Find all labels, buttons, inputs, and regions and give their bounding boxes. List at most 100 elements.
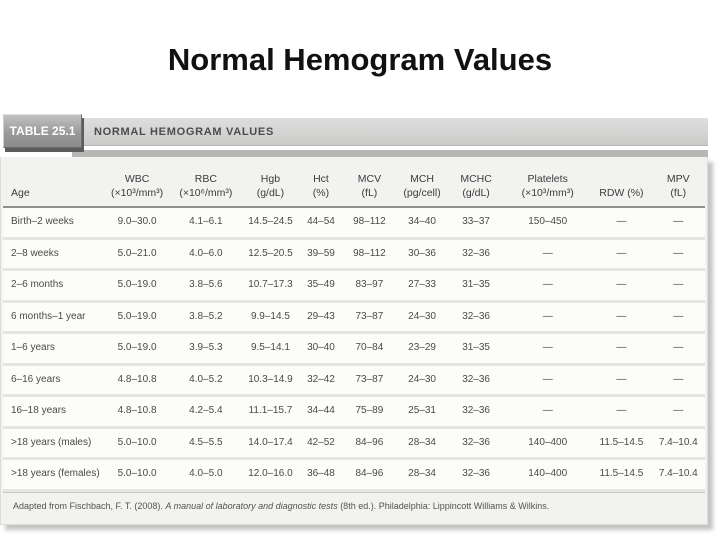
value-cell: 10.7–17.3 [241, 269, 300, 303]
table-row: >18 years (females) 5.0–10.0 4.0–5.0 12.0–1… [3, 458, 705, 492]
value-cell: 32–42 [299, 363, 343, 398]
value-cell: 34–40 [396, 206, 449, 240]
table-row: 16–18 years 4.8–10.8 4.2–5.4 11.1–15.7 34–44… [3, 395, 705, 429]
value-cell: — [651, 395, 705, 429]
table-row: 2–8 weeks 5.0–21.0 4.0–6.0 12.5–20.5 39–59 98… [3, 237, 705, 272]
table-row: >18 years (males) 5.0–10.0 4.5–5.5 14.0–17.… [3, 426, 705, 461]
value-cell: 4.8–10.8 [104, 395, 171, 429]
value-cell: 31–35 [448, 332, 505, 366]
column-header-age: Age [3, 161, 105, 209]
table-row: 1–6 years 5.0–19.0 3.9–5.3 9.5–14.1 30–40 70–… [3, 332, 705, 366]
value-cell: — [651, 300, 705, 335]
value-cell: 4.0–6.0 [170, 237, 242, 272]
age-cell: 6–16 years [3, 363, 105, 398]
value-cell: 28–34 [396, 426, 449, 461]
value-cell: 11.5–14.5 [591, 426, 652, 461]
value-cell: — [504, 363, 592, 398]
value-cell: — [591, 363, 652, 398]
value-cell: 44–54 [299, 206, 343, 240]
value-cell: 4.0–5.2 [170, 363, 242, 398]
value-cell: 7.4–10.4 [651, 426, 705, 461]
value-cell: — [504, 332, 592, 366]
column-header-platelets: Platelets (×10³/mm³) [504, 161, 592, 209]
value-cell: 4.2–5.4 [170, 395, 242, 429]
value-cell: 5.0–10.0 [104, 458, 171, 492]
column-header-mpv: MPV (fL) [651, 161, 705, 209]
value-cell: — [591, 332, 652, 366]
value-cell: 5.0–19.0 [104, 300, 171, 335]
value-cell: 35–49 [299, 269, 343, 303]
value-cell: 9.0–30.0 [104, 206, 171, 240]
column-header-mchc: MCHC (g/dL) [448, 161, 505, 209]
value-cell: 84–96 [342, 458, 397, 492]
table-body-panel: Age WBC (×10³/mm³) RBC (×10⁶/mm³) Hgb (g/dL) Hc… [0, 157, 708, 526]
age-cell: 2–8 weeks [3, 237, 105, 272]
column-header-mch: MCH (pg/cell) [396, 161, 449, 209]
value-cell: 9.5–14.1 [241, 332, 300, 366]
footnote-prefix: Adapted from Fischbach, F. T. (2008). [13, 500, 166, 511]
value-cell: 32–36 [448, 237, 505, 272]
age-cell: >18 years (males) [3, 426, 105, 461]
value-cell: 39–59 [299, 237, 343, 272]
age-cell: Birth–2 weeks [3, 206, 105, 240]
value-cell: 14.0–17.4 [241, 426, 300, 461]
value-cell: 32–36 [448, 300, 505, 335]
value-cell: 4.5–5.5 [170, 426, 242, 461]
hemogram-table: Age WBC (×10³/mm³) RBC (×10⁶/mm³) Hgb (g/dL) Hc… [3, 161, 705, 492]
value-cell: 24–30 [396, 300, 449, 335]
value-cell: 32–36 [448, 395, 505, 429]
value-cell: — [591, 395, 652, 429]
value-cell: 73–87 [342, 300, 397, 335]
value-cell: — [651, 363, 705, 398]
age-cell: 16–18 years [3, 395, 105, 429]
value-cell: 34–44 [299, 395, 343, 429]
source-footnote: Adapted from Fischbach, F. T. (2008). A … [3, 491, 705, 525]
value-cell: 14.5–24.5 [241, 206, 300, 240]
value-cell: 7.4–10.4 [651, 458, 705, 492]
value-cell: 150–450 [504, 206, 592, 240]
value-cell: 140–400 [504, 458, 592, 492]
value-cell: 70–84 [342, 332, 397, 366]
value-cell: 33–37 [448, 206, 505, 240]
age-cell: 2–6 months [3, 269, 105, 303]
value-cell: 31–35 [448, 269, 505, 303]
value-cell: 9.9–14.5 [241, 300, 300, 335]
value-cell: — [504, 269, 592, 303]
value-cell: — [651, 237, 705, 272]
value-cell: 42–52 [299, 426, 343, 461]
value-cell: 30–40 [299, 332, 343, 366]
value-cell: 98–112 [342, 237, 397, 272]
value-cell: 5.0–19.0 [104, 332, 171, 366]
value-cell: 73–87 [342, 363, 397, 398]
table-row: 6–16 years 4.8–10.8 4.0–5.2 10.3–14.9 32–42 7… [3, 363, 705, 398]
age-cell: >18 years (females) [3, 458, 105, 492]
value-cell: — [504, 395, 592, 429]
value-cell: 25–31 [396, 395, 449, 429]
value-cell: 23–29 [396, 332, 449, 366]
table-header-row: Age WBC (×10³/mm³) RBC (×10⁶/mm³) Hgb (g/dL) Hc… [3, 161, 705, 209]
column-header-hct: Hct (%) [299, 161, 343, 209]
hemogram-table-panel: TABLE 25.1 NORMAL HEMOGRAM VALUES Age WBC… [0, 112, 708, 526]
table-header-shadow [72, 150, 708, 158]
column-header-wbc: WBC (×10³/mm³) [104, 161, 171, 209]
value-cell: 32–36 [448, 458, 505, 492]
value-cell: 32–36 [448, 363, 505, 398]
value-cell: 84–96 [342, 426, 397, 461]
footnote-suffix: (8th ed.). Philadelphia: Lippincott Will… [337, 500, 550, 511]
value-cell: 4.0–5.0 [170, 458, 242, 492]
value-cell: 11.1–15.7 [241, 395, 300, 429]
table-number-tab: TABLE 25.1 [3, 114, 82, 148]
value-cell: — [591, 269, 652, 303]
value-cell: 5.0–10.0 [104, 426, 171, 461]
table-row: Birth–2 weeks 9.0–30.0 4.1–6.1 14.5–24.5 44–… [3, 206, 705, 240]
value-cell: — [651, 269, 705, 303]
value-cell: — [504, 237, 592, 272]
value-cell: — [651, 206, 705, 240]
value-cell: 4.8–10.8 [104, 363, 171, 398]
value-cell: 3.8–5.6 [170, 269, 242, 303]
value-cell: — [591, 300, 652, 335]
footnote-book-title: A manual of laboratory and diagnostic te… [165, 500, 338, 511]
column-header-mcv: MCV (fL) [342, 161, 397, 209]
column-header-rbc: RBC (×10⁶/mm³) [170, 161, 242, 209]
value-cell: 140–400 [504, 426, 592, 461]
